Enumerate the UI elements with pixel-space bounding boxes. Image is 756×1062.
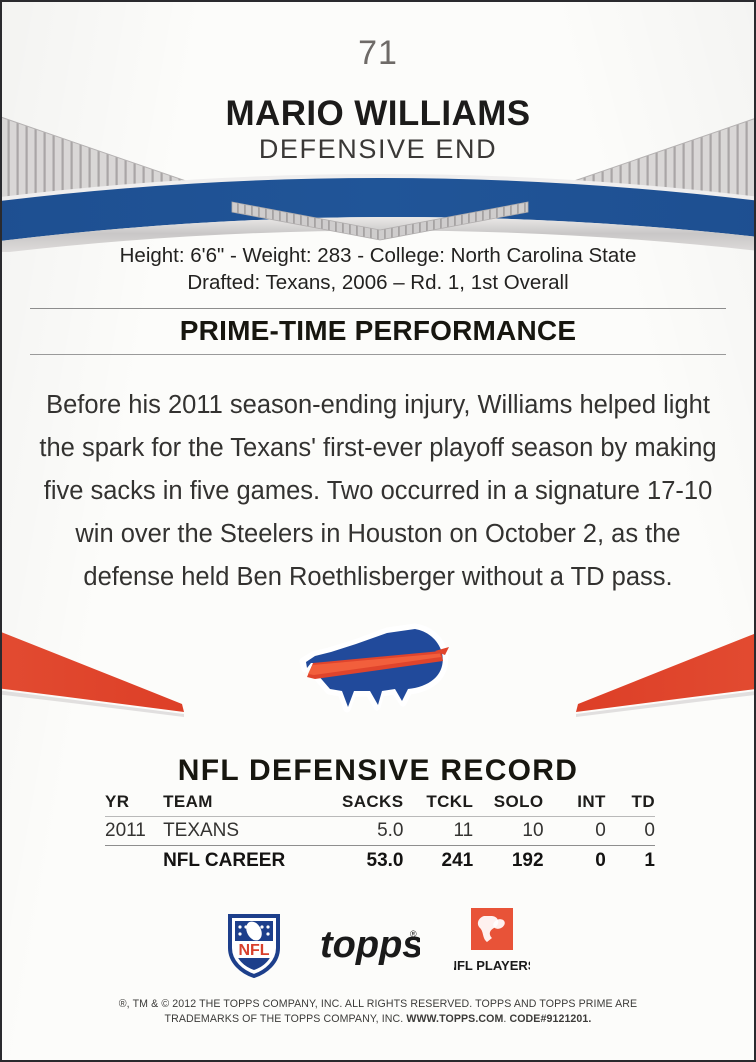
nfl-defensive-record-table: YR TEAM SACKS TCKL SOLO INT TD 2011 TEXA… <box>105 792 655 875</box>
nfl-players-figure <box>477 916 499 942</box>
red-swoosh-right <box>576 633 754 712</box>
bio-line-draft: Drafted: Texans, 2006 – Rd. 1, 1st Overa… <box>187 271 569 294</box>
bio-line-height-weight-college: Height: 6'6" - Weight: 283 - College: No… <box>119 244 637 267</box>
nfl-players-wordmark: NFL PLAYERS <box>454 958 530 973</box>
card-code: CODE#9121201. <box>509 1012 592 1025</box>
col-header-yr: YR <box>105 792 164 817</box>
cell-career-sacks: 53.0 <box>366 850 404 871</box>
logo-row: NFL topps ® NFL PLAYERS <box>2 904 754 984</box>
topps-logo: topps ® <box>320 924 420 966</box>
copyright-line-2: TRADEMARKS OF THE TOPPS COMPANY, INC. WW… <box>42 1012 714 1027</box>
divider-rule-top <box>30 308 726 309</box>
table-header-row: YR TEAM SACKS TCKL SOLO INT TD <box>105 792 655 817</box>
center-chevron-ornament <box>231 201 529 241</box>
cell-int: 0 <box>543 816 606 846</box>
nfl-wordmark-text: NFL <box>238 942 269 959</box>
cell-career-solo: 192 <box>511 850 544 871</box>
nfl-wordmark-bg <box>235 941 273 958</box>
cell-team: TEXANS <box>163 816 331 846</box>
cell-career-td: 1 <box>644 850 655 871</box>
cell-tckl: 11 <box>403 816 474 846</box>
silver-edge-right <box>576 691 754 717</box>
cell-yr: 2011 <box>105 816 164 846</box>
player-blurb: Before his 2011 season-ending injury, Wi… <box>39 391 717 591</box>
stats-title: NFL DEFENSIVE RECORD <box>177 754 579 787</box>
nfl-football-shape <box>246 921 262 941</box>
card-number: 71 <box>358 34 398 72</box>
table-row-career: NFL CAREER 53.0 241 192 0 1 <box>105 846 655 876</box>
bills-horn <box>435 647 449 655</box>
divider-rule-bottom <box>30 354 726 355</box>
col-header-tckl: TCKL <box>403 792 474 817</box>
table-row-season-2011: 2011 TEXANS 5.0 11 10 0 0 <box>105 816 655 846</box>
cell-career-label: NFL CAREER <box>163 850 286 871</box>
topps-registered-mark: ® <box>410 929 417 939</box>
copyright-fine-print: ®, TM & © 2012 THE TOPPS COMPANY, INC. A… <box>42 997 714 1026</box>
silver-edge-left <box>2 690 184 717</box>
section-heading: PRIME-TIME PERFORMANCE <box>179 315 577 346</box>
player-position: DEFENSIVE END <box>258 134 498 164</box>
col-header-sacks: SACKS <box>331 792 404 817</box>
col-header-int: INT <box>543 792 606 817</box>
bills-red-stripe-highlight <box>308 653 441 675</box>
col-header-solo: SOLO <box>473 792 544 817</box>
topps-website: WWW.TOPPS.COM <box>406 1012 504 1025</box>
red-swoosh-left <box>2 632 184 712</box>
cell-career-tckl: 241 <box>441 850 474 871</box>
copyright-line-1: ®, TM & © 2012 THE TOPPS COMPANY, INC. A… <box>118 998 638 1010</box>
col-header-td: TD <box>605 792 655 817</box>
copyright-separator: . <box>503 1012 510 1025</box>
buffalo-bills-logo <box>299 623 449 713</box>
player-bio: Height: 6'6" - Weight: 283 - College: No… <box>42 242 714 296</box>
cell-sacks: 5.0 <box>331 816 404 846</box>
player-name: MARIO WILLIAMS <box>225 94 531 133</box>
copyright-trademark-text: TRADEMARKS OF THE TOPPS COMPANY, INC. <box>164 1012 407 1025</box>
nfl-players-logo: NFL PLAYERS <box>454 908 530 973</box>
cell-td: 0 <box>605 816 655 846</box>
cell-career-int: 0 <box>595 850 606 871</box>
topps-wordmark: topps <box>320 924 420 966</box>
bills-buffalo-shape <box>299 623 449 713</box>
col-header-team: TEAM <box>163 792 331 817</box>
cell-career-yr <box>105 846 163 876</box>
section-header-block: PRIME-TIME PERFORMANCE <box>30 308 726 355</box>
nfl-shield-logo: NFL <box>228 914 280 978</box>
arc-highlight <box>2 174 754 203</box>
cell-solo: 10 <box>473 816 544 846</box>
blue-arc-band <box>2 178 754 241</box>
nfl-players-football <box>493 919 505 929</box>
